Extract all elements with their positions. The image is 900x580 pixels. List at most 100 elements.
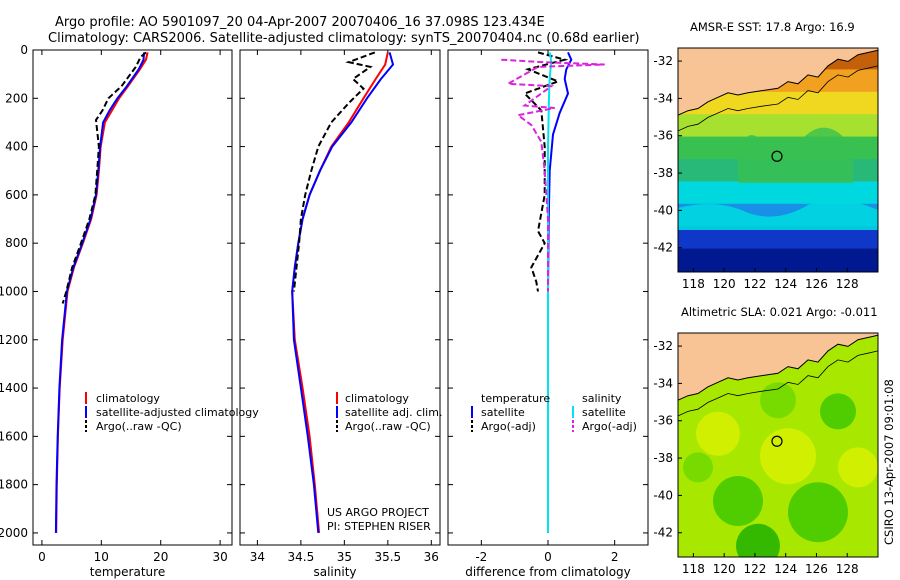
map-x-tick-label: 120 bbox=[713, 277, 736, 291]
x-tick-label: -2 bbox=[475, 550, 487, 564]
series-line bbox=[501, 58, 605, 292]
map-y-tick-label: -42 bbox=[653, 241, 673, 255]
map-x-tick-label: 126 bbox=[805, 277, 828, 291]
legend-label-satellite: satellite adj. clim. bbox=[345, 406, 442, 419]
y-tick-label: 2000 bbox=[0, 526, 28, 540]
sla-anomaly bbox=[760, 428, 816, 485]
map-frame bbox=[677, 332, 879, 558]
sla-anomaly bbox=[820, 393, 856, 430]
map-x-tick-label: 128 bbox=[836, 277, 859, 291]
sst-band bbox=[678, 226, 878, 251]
y-tick-label: 1800 bbox=[0, 478, 28, 492]
plot-frame bbox=[239, 49, 441, 546]
x-tick-label: 0 bbox=[544, 550, 552, 564]
x-tick-label: 20 bbox=[153, 550, 168, 564]
sst-band bbox=[678, 114, 878, 139]
legend-heading-salinity: salinity bbox=[582, 392, 622, 405]
map-y-tick-label: -38 bbox=[653, 166, 673, 180]
map-y-tick-label: -32 bbox=[653, 339, 673, 353]
isobath bbox=[678, 65, 878, 132]
y-tick-label: 1000 bbox=[0, 284, 28, 298]
series-line bbox=[522, 51, 569, 292]
map-x-tick-label: 128 bbox=[836, 562, 859, 576]
series-line bbox=[547, 52, 553, 533]
y-tick-label: 1600 bbox=[0, 429, 28, 443]
series-line bbox=[291, 52, 395, 533]
plot-frame bbox=[32, 49, 233, 546]
temperature-legend: climatology satellite-adjusted climatolo… bbox=[85, 392, 259, 433]
y-tick-label: 400 bbox=[5, 140, 28, 154]
map-y-tick-label: -36 bbox=[653, 129, 673, 143]
map-x-tick-label: 118 bbox=[682, 277, 705, 291]
y-tick-label: 200 bbox=[5, 91, 28, 105]
map-x-tick-label: 120 bbox=[713, 562, 736, 576]
salinity-panel: 34 34.5 35 35.5 36 salinity bbox=[239, 49, 441, 579]
map-y-tick-label: -38 bbox=[653, 451, 673, 465]
sla-anomaly bbox=[760, 382, 796, 419]
x-tick-label: 10 bbox=[94, 550, 109, 564]
x-tick-label: 2 bbox=[611, 550, 619, 564]
legend-label-temp-argo: Argo(-adj) bbox=[481, 420, 536, 433]
x-axis-label: temperature bbox=[90, 565, 165, 579]
map-x-tick-label: 124 bbox=[774, 562, 797, 576]
sla-anomaly bbox=[788, 482, 848, 543]
credit-label: CSIRO 13-Apr-2007 09:01:08 bbox=[882, 379, 896, 545]
map-x-tick-label: 122 bbox=[743, 277, 766, 291]
y-tick-label: 1400 bbox=[0, 381, 28, 395]
figure-title-line2: Climatology: CARS2006. Satellite-adjuste… bbox=[48, 31, 640, 46]
map-y-tick-label: -40 bbox=[653, 488, 673, 502]
x-tick-label: 34.5 bbox=[288, 550, 315, 564]
map-x-tick-label: 124 bbox=[774, 277, 797, 291]
sst-eddy bbox=[678, 200, 878, 230]
series-line bbox=[61, 51, 147, 304]
x-axis-label: salinity bbox=[313, 565, 356, 579]
series-line bbox=[291, 52, 389, 533]
coastline bbox=[678, 49, 878, 116]
y-tick-label: 0 bbox=[20, 43, 28, 57]
argo-float-marker bbox=[771, 150, 783, 162]
x-axis-label: difference from climatology bbox=[465, 565, 631, 579]
legend-label-temp-satellite: satellite bbox=[481, 406, 525, 419]
x-tick-label: 35 bbox=[337, 550, 352, 564]
map-y-tick-label: -32 bbox=[653, 54, 673, 68]
legend-label-argo: Argo(..raw -QC) bbox=[345, 420, 431, 433]
map-y-tick-label: -40 bbox=[653, 203, 673, 217]
sla-map: 118 120 122 124 126 128 -32 -34 -36 -38 -40 -42 bbox=[653, 332, 879, 576]
y-tick-label: 800 bbox=[5, 236, 28, 250]
legend-label-sal-argo: Argo(-adj) bbox=[582, 420, 637, 433]
project-label: US ARGO PROJECT bbox=[327, 506, 429, 519]
temperature-panel: 0 10 20 30 0 200 400 600 800 1000 1200 1400 1600 1800… bbox=[0, 43, 233, 579]
series-line bbox=[54, 52, 146, 533]
series-line bbox=[547, 51, 573, 533]
y-tick-label: 1200 bbox=[0, 333, 28, 347]
x-tick-label: 0 bbox=[38, 550, 46, 564]
sst-band bbox=[678, 248, 878, 272]
map-y-tick-label: -36 bbox=[653, 414, 673, 428]
x-tick-label: 35.5 bbox=[374, 550, 401, 564]
argo-float-marker bbox=[771, 435, 783, 447]
pi-label: PI: STEPHEN RISER bbox=[327, 520, 431, 533]
sla-anomaly bbox=[696, 411, 740, 456]
legend-label-climatology: climatology bbox=[345, 392, 409, 405]
x-tick-label: 30 bbox=[212, 550, 227, 564]
x-tick-label: 36 bbox=[424, 550, 439, 564]
map-y-tick-label: -42 bbox=[653, 526, 673, 540]
difference-legend: temperature satellite Argo(-adj) salinit… bbox=[471, 392, 637, 433]
coastline bbox=[678, 334, 878, 401]
sla-anomaly bbox=[683, 452, 713, 483]
figure-title-line1: Argo profile: AO 5901097_20 04-Apr-2007 … bbox=[55, 15, 545, 30]
salinity-legend: climatology satellite adj. clim. Argo(..… bbox=[327, 392, 442, 533]
isobath bbox=[678, 350, 878, 417]
map-x-tick-label: 126 bbox=[805, 562, 828, 576]
sst-eddy bbox=[738, 127, 853, 183]
map-x-tick-label: 122 bbox=[743, 562, 766, 576]
series-line bbox=[292, 51, 376, 292]
sla-anomaly bbox=[713, 476, 763, 526]
map-frame bbox=[677, 47, 879, 273]
map-y-tick-label: -34 bbox=[653, 376, 673, 390]
y-tick-label: 600 bbox=[5, 188, 28, 202]
legend-label-satellite: satellite-adjusted climatology bbox=[96, 406, 259, 419]
map-x-tick-label: 118 bbox=[682, 562, 705, 576]
legend-label-climatology: climatology bbox=[96, 392, 160, 405]
